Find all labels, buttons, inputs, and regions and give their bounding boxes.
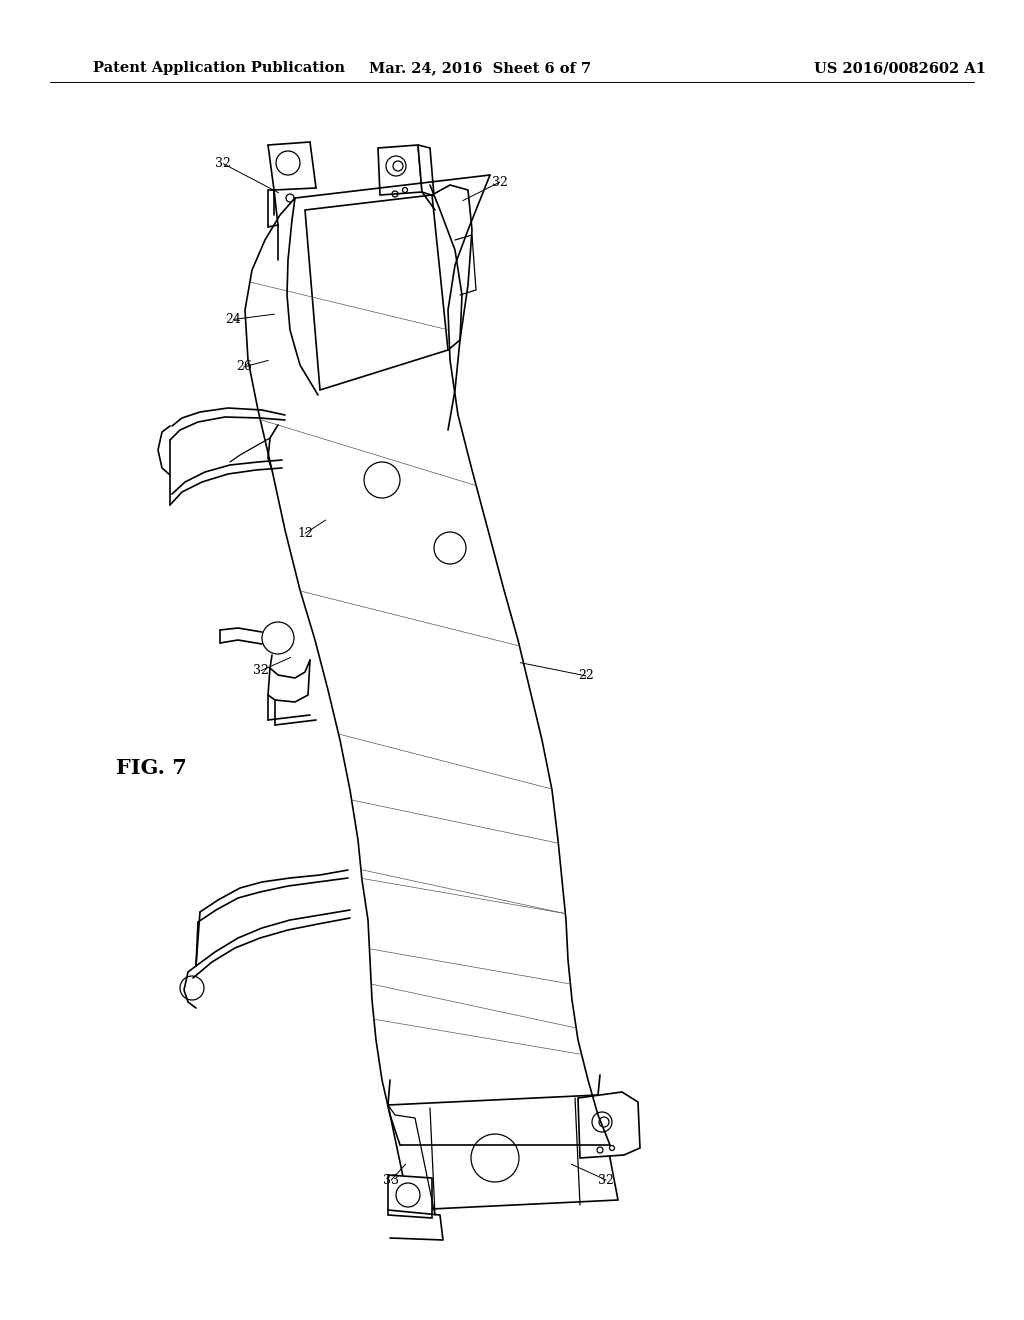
Polygon shape	[388, 1096, 618, 1210]
Text: 32: 32	[215, 157, 231, 170]
Text: US 2016/0082602 A1: US 2016/0082602 A1	[814, 61, 986, 75]
Polygon shape	[388, 1175, 432, 1218]
Text: 32: 32	[492, 176, 508, 189]
Polygon shape	[305, 195, 449, 389]
Text: 22: 22	[578, 669, 594, 682]
Text: FIG. 7: FIG. 7	[116, 758, 187, 779]
Text: Mar. 24, 2016  Sheet 6 of 7: Mar. 24, 2016 Sheet 6 of 7	[369, 61, 591, 75]
Text: 12: 12	[297, 527, 313, 540]
Text: 32: 32	[253, 664, 269, 677]
Polygon shape	[418, 145, 434, 195]
Polygon shape	[268, 143, 316, 190]
Text: 26: 26	[236, 360, 252, 374]
Polygon shape	[268, 190, 278, 227]
Text: Patent Application Publication: Patent Application Publication	[93, 61, 345, 75]
Text: 33: 33	[383, 1173, 399, 1187]
Polygon shape	[378, 145, 422, 195]
Polygon shape	[578, 1092, 640, 1158]
Text: 32: 32	[598, 1173, 614, 1187]
Text: 24: 24	[225, 313, 242, 326]
